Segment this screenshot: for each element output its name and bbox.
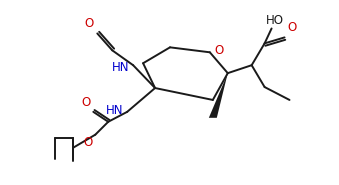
- Text: HN: HN: [112, 61, 129, 74]
- Text: O: O: [215, 44, 224, 57]
- Text: O: O: [84, 17, 93, 31]
- Text: O: O: [287, 21, 297, 34]
- Text: O: O: [83, 136, 92, 149]
- Polygon shape: [209, 73, 228, 118]
- Text: O: O: [81, 96, 90, 109]
- Text: HO: HO: [265, 14, 283, 27]
- Text: HN: HN: [106, 104, 123, 117]
